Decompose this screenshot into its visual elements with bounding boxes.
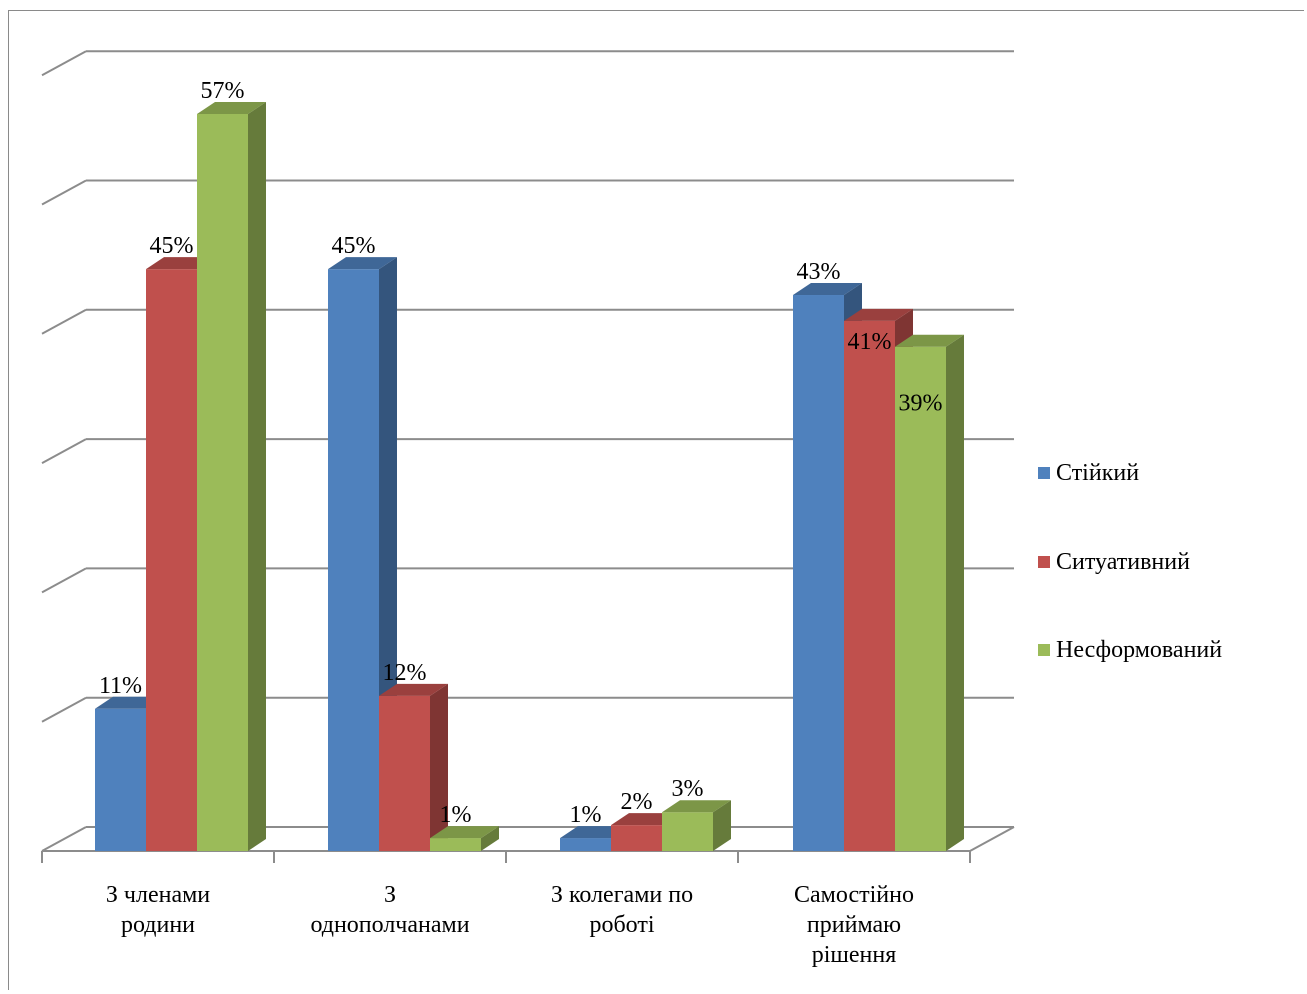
bar-top	[793, 283, 862, 296]
data-label: 3%	[672, 776, 704, 802]
data-label: 1%	[570, 802, 602, 828]
bar	[844, 320, 895, 851]
data-label: 45%	[332, 233, 376, 259]
category-label-line: З колегами по	[550, 882, 694, 908]
side-wall-gridline	[41, 826, 87, 852]
floor-edge	[969, 826, 1015, 852]
bar	[379, 695, 430, 851]
category-label-line: родини	[120, 912, 196, 938]
legend-item-series-2: Ситуативний	[1038, 547, 1190, 577]
category-label-line: рішення	[811, 942, 897, 968]
legend-swatch-series-3	[1038, 644, 1050, 656]
bar	[895, 346, 946, 851]
bar-top	[197, 101, 266, 114]
category-label-line: однополчанами	[310, 912, 470, 938]
side-wall-gridline	[41, 696, 87, 723]
side-wall-gridline	[41, 179, 87, 206]
data-label: 11%	[99, 673, 142, 699]
bar-side	[481, 826, 499, 851]
data-label: 2%	[621, 789, 653, 815]
bar	[611, 825, 662, 851]
bar-side	[248, 101, 266, 852]
chart-frame	[8, 10, 1304, 990]
legend-swatch-series-1	[1038, 467, 1050, 479]
bar	[793, 295, 844, 851]
legend-label-series-2: Ситуативний	[1056, 549, 1190, 575]
side-wall-gridline	[41, 567, 87, 594]
bar-top	[844, 308, 913, 321]
bar-top	[379, 683, 448, 696]
data-label: 12%	[383, 660, 427, 686]
bar-top	[895, 334, 964, 347]
bar	[95, 708, 146, 851]
category-label-line: приймаю	[806, 912, 902, 938]
category-label-line: Самостійно	[794, 882, 914, 908]
bar-top	[430, 826, 499, 839]
category-label: З членами родини	[58, 880, 258, 940]
category-label-line: З членами	[105, 882, 211, 908]
legend-item-series-1: Стійкий	[1038, 458, 1139, 488]
bar-side	[713, 800, 731, 851]
data-label: 1%	[440, 802, 472, 828]
category-label: Самостійно приймаю рішення	[754, 880, 954, 970]
bar-top	[328, 257, 397, 270]
bar	[197, 113, 248, 852]
category-label: З колегами по роботі	[522, 880, 722, 940]
side-wall-gridline	[41, 308, 87, 335]
bar	[328, 269, 379, 851]
data-label: 43%	[797, 259, 841, 285]
bar	[146, 269, 197, 851]
bar-side	[946, 334, 964, 852]
bar	[662, 812, 713, 851]
category-label-line: роботі	[589, 912, 655, 938]
data-label: 57%	[201, 78, 245, 104]
legend-item-series-3: Несформований	[1038, 635, 1222, 665]
data-label: 45%	[150, 233, 194, 259]
data-label: 39%	[899, 391, 943, 417]
legend-swatch-series-2	[1038, 556, 1050, 568]
legend-label-series-3: Несформований	[1056, 637, 1223, 663]
side-wall-gridline	[41, 438, 87, 464]
bar	[560, 838, 611, 851]
legend-label-series-1: Стійкий	[1056, 460, 1140, 486]
bar	[430, 838, 481, 851]
bar-top	[662, 800, 731, 813]
data-label: 41%	[848, 329, 892, 355]
category-label-line: З	[383, 882, 397, 908]
side-wall-gridline	[41, 50, 87, 77]
bar-side	[430, 683, 448, 851]
